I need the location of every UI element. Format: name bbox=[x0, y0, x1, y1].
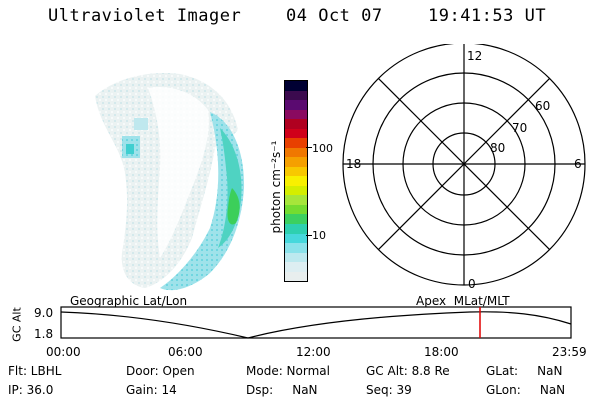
colorbar-segment bbox=[285, 90, 307, 101]
timeline-left-title: Geographic Lat/Lon bbox=[70, 294, 188, 308]
colorbar-segment bbox=[285, 214, 307, 224]
mlat-label-60: 60 bbox=[535, 99, 550, 113]
timeline-xtick: 12:00 bbox=[296, 345, 331, 359]
colorbar-tick-mark bbox=[306, 235, 312, 236]
colorbar-segment bbox=[285, 195, 307, 205]
colorbar-segment bbox=[285, 185, 307, 196]
colorbar-segment bbox=[285, 243, 307, 253]
status-ip: IP: 36.0 bbox=[8, 383, 54, 397]
colorbar-segment bbox=[285, 176, 307, 186]
mlt-label-12: 12 bbox=[467, 49, 482, 63]
mlt-label-18: 18 bbox=[346, 157, 361, 171]
colorbar-segment bbox=[285, 262, 307, 272]
timeline-frame bbox=[60, 306, 572, 339]
colorbar-segment bbox=[285, 147, 307, 158]
colorbar-unit-label: photon cm⁻²s⁻¹ bbox=[269, 140, 283, 234]
altitude-timeline bbox=[60, 306, 572, 339]
colorbar-segment bbox=[285, 81, 307, 91]
colorbar-segment bbox=[285, 109, 307, 120]
instrument-title: Ultraviolet Imager bbox=[48, 6, 242, 26]
status-gc-alt: GC Alt: 8.8 Re bbox=[366, 364, 450, 378]
auroral-image bbox=[95, 72, 245, 291]
status-gain: Gain: 14 bbox=[126, 383, 177, 397]
time-label: 19:41:53 UT bbox=[428, 6, 547, 26]
timeline-xtick: 06:00 bbox=[168, 345, 203, 359]
status-glon: GLon: NaN bbox=[486, 383, 566, 397]
timeline-xtick: 18:00 bbox=[424, 345, 459, 359]
mlt-label-6: 6 bbox=[574, 157, 582, 171]
colorbar-segment bbox=[285, 100, 307, 110]
timeline-ytick-1: 1.8 bbox=[34, 327, 54, 341]
status-seq: Seq: 39 bbox=[366, 383, 412, 397]
colorbar-tick-mark bbox=[306, 147, 312, 148]
colorbar-segment bbox=[285, 223, 307, 234]
timeline-right-title: Apex MLat/MLT bbox=[416, 294, 510, 308]
colorbar-segment bbox=[285, 233, 307, 244]
polar-grid: 12 6 0 18 60 70 80 bbox=[342, 44, 586, 291]
mlt-label-0: 0 bbox=[468, 277, 476, 291]
colorbar-segment bbox=[285, 204, 307, 215]
status-door: Door: Open bbox=[126, 364, 195, 378]
altitude-curve bbox=[60, 311, 572, 339]
colorbar-segment bbox=[285, 271, 307, 282]
colorbar-segment bbox=[285, 138, 307, 148]
colorbar-tick-100: 100 bbox=[312, 142, 333, 155]
status-dsp: Dsp: NaN bbox=[246, 383, 318, 397]
timeline-axis-label: GC Alt bbox=[10, 307, 24, 342]
status-mode: Mode: Normal bbox=[246, 364, 330, 378]
colorbar-segment bbox=[285, 119, 307, 129]
mlat-label-70: 70 bbox=[512, 121, 527, 135]
date-label: 04 Oct 07 bbox=[286, 6, 383, 26]
colorbar-tick-10: 10 bbox=[312, 229, 326, 242]
colorbar-segment bbox=[285, 157, 307, 167]
mlat-label-80: 80 bbox=[490, 141, 505, 155]
colorbar-segment bbox=[285, 128, 307, 139]
colorbar-segment bbox=[285, 252, 307, 263]
timeline-xtick: 00:00 bbox=[46, 345, 81, 359]
timeline-xtick: 23:59 bbox=[552, 345, 587, 359]
colorbar bbox=[284, 80, 308, 282]
colorbar-segment bbox=[285, 166, 307, 177]
status-filter: Flt: LBHL bbox=[8, 364, 62, 378]
status-glat: GLat: NaN bbox=[486, 364, 563, 378]
timeline-ytick-9: 9.0 bbox=[34, 306, 54, 320]
